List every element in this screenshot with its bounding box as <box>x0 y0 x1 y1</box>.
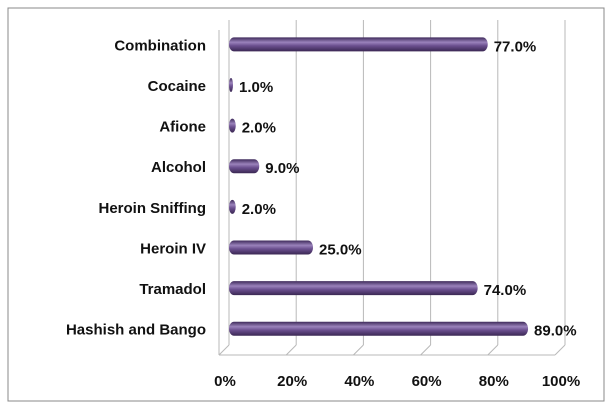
grid-floor <box>420 344 431 356</box>
x-tick-label: 80% <box>479 373 509 390</box>
x-tick-label: 20% <box>277 373 307 390</box>
bar <box>229 159 260 174</box>
y-tick-label: Alcohol <box>151 159 206 176</box>
data-label: 2.0% <box>242 201 276 218</box>
x-tick-label: 60% <box>412 373 442 390</box>
bar <box>229 281 478 296</box>
chart-border <box>7 7 605 402</box>
y-tick-label: Tramadol <box>139 281 206 298</box>
data-label: 9.0% <box>265 160 299 177</box>
x-tick-label: 0% <box>214 373 236 390</box>
bar <box>229 199 236 214</box>
grid-floor <box>353 344 364 356</box>
data-label: 2.0% <box>242 120 276 137</box>
bar <box>229 240 313 255</box>
data-label: 74.0% <box>484 282 527 299</box>
bar <box>229 78 233 92</box>
y-tick-label: Heroin Sniffing <box>99 200 207 217</box>
y-tick-label: Hashish and Bango <box>66 322 206 339</box>
bar <box>229 118 236 133</box>
grid-floor <box>218 344 230 356</box>
y-tick-label: Afione <box>159 119 206 136</box>
data-label: 77.0% <box>494 38 537 55</box>
data-label: 89.0% <box>534 323 577 340</box>
bar <box>229 37 488 52</box>
data-label: 1.0% <box>239 79 273 96</box>
y-tick-label: Heroin IV <box>140 240 206 257</box>
x-tick-label: 100% <box>542 373 580 390</box>
data-label: 25.0% <box>319 241 362 258</box>
grid-floor <box>554 344 566 356</box>
x-tick-label: 40% <box>344 373 374 390</box>
grid-floor <box>285 344 297 356</box>
y-tick-label: Cocaine <box>148 78 206 95</box>
grid-floor <box>487 344 499 356</box>
y-tick-label: Combination <box>114 37 206 54</box>
bar <box>229 321 529 336</box>
